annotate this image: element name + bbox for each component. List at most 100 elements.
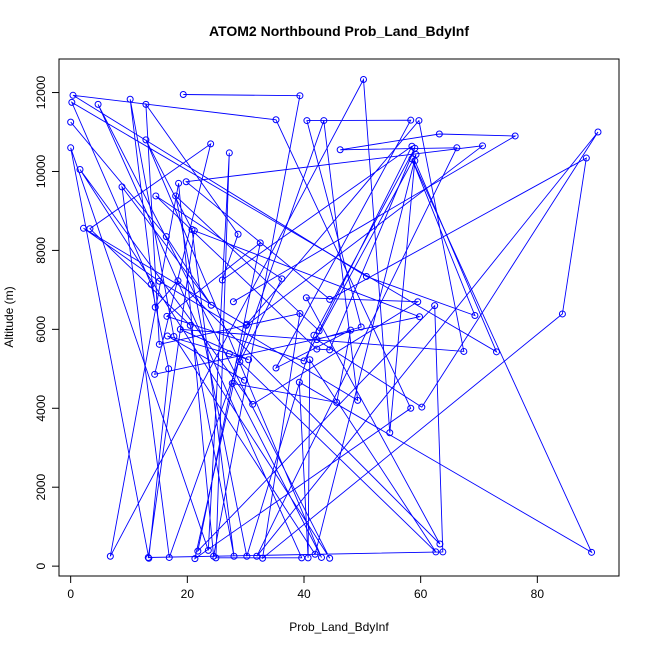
y-tick-label: 0 [34, 562, 48, 569]
data-point [357, 323, 365, 331]
data-point [471, 312, 479, 320]
data-point [174, 277, 182, 285]
data-point [152, 192, 160, 200]
data-point [453, 144, 461, 152]
data-point [67, 118, 75, 126]
data-point [207, 140, 215, 148]
data-point [194, 547, 202, 555]
data-point [460, 347, 468, 355]
data-point [582, 154, 590, 162]
data-point [228, 379, 236, 387]
data-point [302, 294, 310, 302]
data-point [256, 239, 264, 247]
data-point [218, 276, 226, 284]
x-tick-label: 40 [297, 587, 311, 601]
data-point [336, 146, 344, 154]
data-point [191, 555, 199, 563]
data-point [431, 302, 439, 310]
y-axis: 0 2000 4000 6000 8000 10000 12000 [34, 76, 59, 569]
data-point [188, 225, 196, 233]
y-tick-label: 6000 [34, 316, 48, 343]
data-point [249, 400, 257, 408]
x-axis-label: Prob_Land_BdyInf [289, 620, 389, 634]
y-tick-label: 12000 [34, 76, 48, 110]
data-point [243, 320, 251, 328]
data-point [416, 313, 423, 321]
data-point [204, 546, 212, 554]
data-point [80, 224, 87, 232]
data-point [207, 301, 215, 309]
data-point [333, 398, 341, 406]
data-point [418, 403, 426, 411]
data-point [225, 149, 233, 157]
data-point [326, 346, 334, 354]
data-point [186, 321, 194, 329]
data-point [296, 310, 304, 318]
data-point [165, 365, 173, 373]
data-point [225, 350, 233, 358]
points-layer [67, 76, 602, 563]
data-point [151, 303, 159, 311]
data-point [412, 151, 420, 159]
data-point [558, 310, 566, 318]
data-point [278, 275, 286, 283]
data-point [296, 92, 304, 100]
data-point [147, 280, 155, 288]
data-point [411, 144, 419, 152]
data-point [67, 144, 75, 152]
data-point [313, 345, 321, 353]
data-point [68, 98, 76, 106]
plot-border [58, 58, 620, 577]
data-point [155, 277, 163, 285]
data-point [588, 548, 596, 556]
y-tick-label: 2000 [34, 474, 48, 501]
data-point [407, 116, 415, 124]
data-point [326, 295, 334, 303]
data-point [326, 554, 334, 562]
x-tick-label: 0 [67, 587, 74, 601]
data-point [306, 356, 314, 364]
data-point [243, 552, 251, 560]
data-point [479, 142, 486, 150]
data-point [76, 166, 84, 174]
data-point [436, 540, 444, 548]
data-point [164, 332, 171, 340]
data-point [172, 192, 180, 200]
data-point [144, 553, 152, 561]
data-point [94, 100, 102, 108]
data-point [229, 298, 237, 306]
data-point [142, 136, 150, 144]
y-axis-label: Altitude (m) [2, 286, 16, 347]
data-point [234, 230, 242, 238]
data-point [415, 117, 423, 125]
data-point [414, 298, 422, 306]
data-point [245, 356, 253, 364]
y-tick-label: 10000 [34, 154, 48, 188]
data-point [175, 179, 183, 187]
data-point [145, 554, 153, 562]
data-point [176, 325, 184, 333]
data-point [360, 76, 367, 84]
data-point [407, 404, 415, 412]
data-point [126, 95, 134, 103]
series-layer [70, 77, 599, 560]
data-point [155, 340, 163, 348]
data-point [230, 552, 238, 560]
data-point [310, 331, 318, 339]
data-point [241, 376, 248, 384]
data-point [594, 128, 602, 136]
data-point [142, 100, 150, 108]
data-point [236, 358, 244, 366]
data-point [493, 348, 500, 356]
data-point [511, 132, 519, 140]
data-point [304, 554, 312, 562]
y-tick-label: 4000 [34, 395, 48, 422]
x-axis: 0 20 40 60 80 [67, 576, 544, 601]
y-tick-label: 8000 [34, 237, 48, 264]
data-point [295, 378, 303, 386]
data-point [106, 552, 114, 560]
data-point [272, 364, 280, 372]
data-point [386, 429, 394, 437]
data-point [179, 91, 187, 99]
